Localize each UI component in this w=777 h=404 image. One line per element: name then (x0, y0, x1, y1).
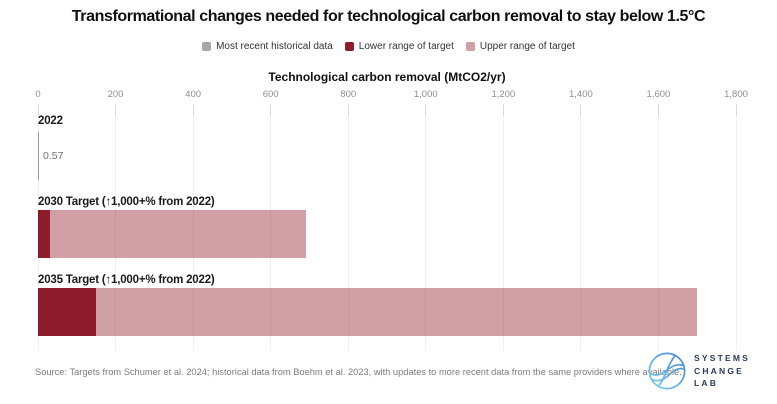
axis-tick (347, 104, 349, 116)
historical-value-label: 0.57 (43, 150, 64, 162)
gridline (192, 105, 194, 350)
axis-tick (657, 104, 659, 116)
axis-tick-label: 1,600 (646, 89, 671, 100)
bar-upper-range-2035 (38, 288, 698, 336)
axis-tick-label: 1,000 (413, 89, 438, 100)
logo-text-line-1: SYSTEMS (694, 353, 751, 364)
legend-label-lower-range: Lower range of target (358, 41, 454, 52)
row-label-2022: 2022 (38, 115, 63, 127)
row-label-2035-target: 2035 Target (↑1,000+% from 2022) (38, 274, 215, 286)
legend-item-lower-range: Lower range of target (344, 41, 454, 52)
legend-item-historical: Most recent historical data (202, 41, 333, 52)
gridline (735, 105, 737, 350)
axis-tick (192, 104, 194, 116)
systems-change-lab-logo: SYSTEMS CHANGE LAB (648, 352, 750, 390)
legend-swatch-lower-range-icon (344, 42, 354, 51)
gridline (580, 105, 582, 350)
gridline (657, 105, 659, 350)
axis-tick-label: 1,400 (568, 89, 593, 100)
systems-change-lab-logo-text: SYSTEMS CHANGE LAB (694, 352, 750, 390)
bar-upper-range-2030 (38, 210, 306, 258)
legend-item-upper-range: Upper range of target (465, 41, 575, 52)
legend-swatch-historical-icon (202, 42, 212, 51)
axis-tick-label: 800 (340, 89, 357, 100)
axis-tick (502, 104, 504, 116)
legend-swatch-upper-range-icon (465, 42, 475, 51)
bar-lower-range-2030 (38, 210, 50, 258)
gridline (115, 105, 117, 350)
axis-tick-label: 1,800 (724, 89, 748, 100)
axis-tick (270, 104, 272, 116)
x-axis-title: Technological carbon removal (MtCO2/yr) (268, 70, 506, 84)
axis-tick-label: 600 (262, 89, 279, 100)
axis-tick (37, 104, 39, 116)
chart-title: Transformational changes needed for tech… (71, 8, 706, 25)
axis-tick-label: 400 (185, 89, 202, 100)
logo-text-line-2: CHANGE (694, 365, 745, 376)
axis-tick-label: 200 (107, 89, 124, 100)
axis-tick-label: 1,200 (491, 89, 516, 100)
gridline (37, 105, 39, 350)
logo-text-line-3: LAB (694, 378, 719, 389)
axis-tick (115, 104, 117, 116)
bar-lower-range-2035 (38, 288, 97, 336)
gridline (270, 105, 272, 350)
legend: Most recent historical data Lower range … (0, 41, 777, 52)
gridline (502, 105, 504, 350)
axis-tick-label: 0 (35, 89, 41, 100)
axis-tick (735, 104, 737, 116)
source-note: Source: Targets from Schumer et al. 2024… (35, 367, 682, 377)
axis-tick (425, 104, 427, 116)
legend-label-upper-range: Upper range of target (479, 41, 575, 52)
gridline (347, 105, 349, 350)
row-label-2030-target: 2030 Target (↑1,000+% from 2022) (38, 196, 215, 208)
gridline (425, 105, 427, 350)
axis-tick (580, 104, 582, 116)
legend-label-historical: Most recent historical data (216, 41, 333, 52)
systems-change-lab-logo-icon (648, 352, 686, 390)
